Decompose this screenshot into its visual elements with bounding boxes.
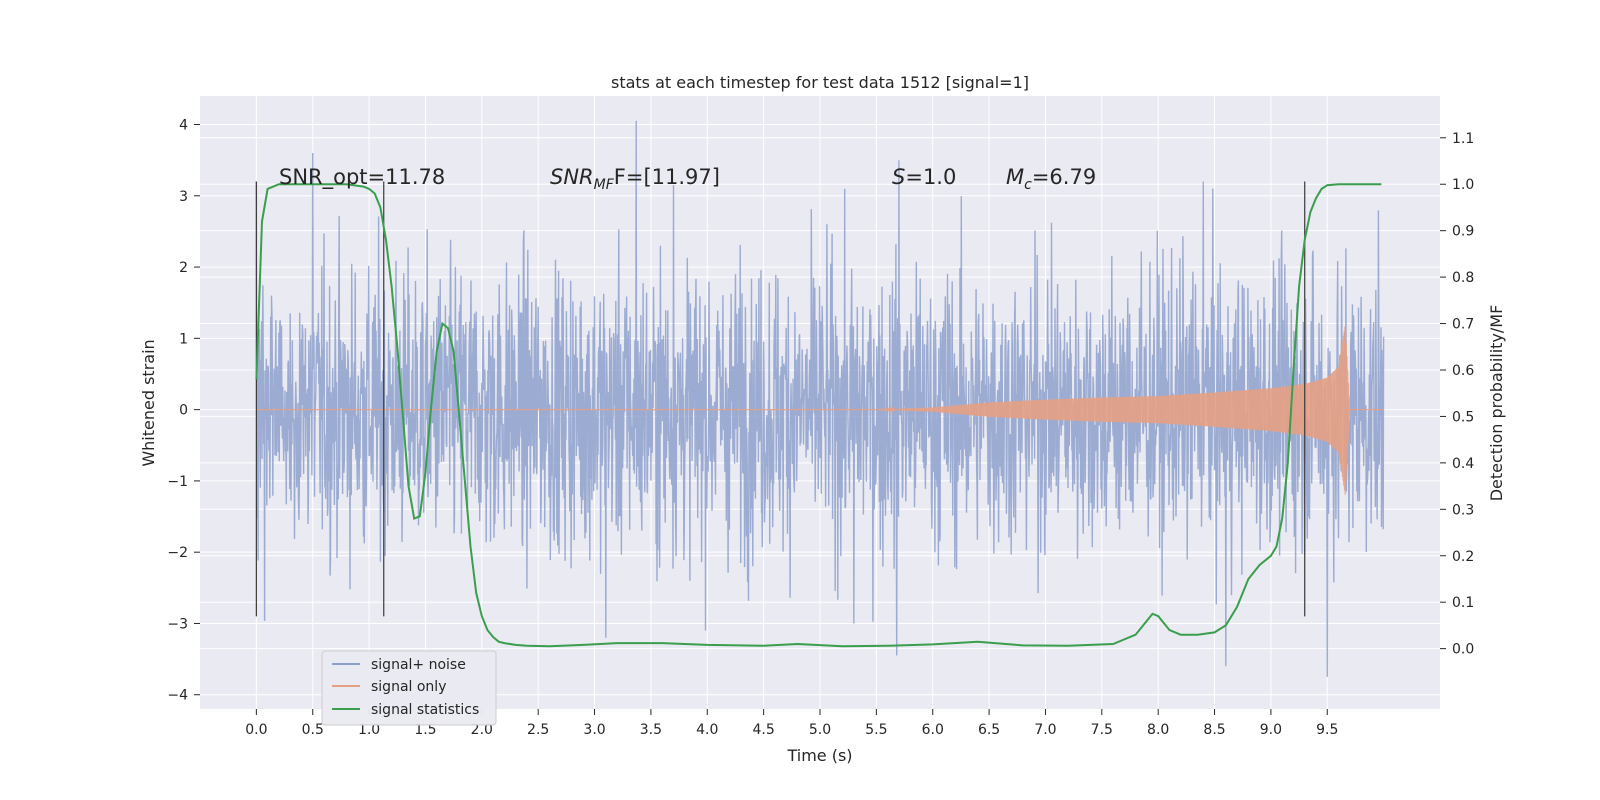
y-tick-label: 3: [179, 189, 188, 205]
legend-label-noise: signal+ noise: [371, 657, 466, 673]
y-tick-label: −1: [167, 474, 188, 490]
annotation-mc: Mc=6.79: [1006, 165, 1096, 193]
annotation-snr-opt: SNR_opt=11.78: [279, 165, 445, 190]
signal-statistics-series: [255, 183, 1382, 648]
y-tick-label: −3: [167, 616, 188, 632]
y2-tick-label: 0.7: [1452, 317, 1474, 333]
y2-tick-label: 0.1: [1452, 595, 1474, 611]
annotation-s: S=1.0: [892, 165, 956, 189]
y2-tick-label: 1.0: [1452, 177, 1474, 193]
mc-rest: =6.79: [1032, 165, 1096, 189]
y-tick-label: 1: [179, 331, 188, 347]
x-tick-label: 1.5: [414, 722, 436, 738]
y2-tick-label: 0.0: [1452, 642, 1474, 658]
legend-label-stats: signal statistics: [371, 702, 479, 718]
y-tick-label: 4: [179, 118, 188, 134]
chart-title: stats at each timestep for test data 151…: [611, 73, 1029, 92]
y2-axis-label: Detection probability/MF: [1487, 305, 1506, 502]
mc-main: M: [1006, 165, 1024, 189]
y2-tick-label: 0.8: [1452, 270, 1474, 286]
x-axis-label: Time (s): [786, 746, 852, 765]
x-tick-label: 6.5: [978, 722, 1000, 738]
x-tick-label: 0.5: [302, 722, 324, 738]
x-tick-label: 9.0: [1260, 722, 1282, 738]
y2-tick-label: 1.1: [1452, 131, 1474, 147]
vertical-markers: [255, 181, 1306, 617]
s-main: S: [892, 165, 905, 189]
snr-mf-rest: F=[11.97]: [614, 165, 720, 189]
signal-statistics-line: [255, 183, 1382, 648]
legend-label-signal: signal only: [371, 679, 446, 695]
y2-tick-label: 0.5: [1452, 409, 1474, 425]
y2-tick-label: 0.3: [1452, 502, 1474, 518]
mc-sub: c: [1024, 177, 1032, 193]
y-tick-label: −2: [167, 545, 188, 561]
y-tick-label: 0: [179, 403, 188, 419]
x-tick-label: 2.0: [471, 722, 493, 738]
x-tick-label: 4.5: [753, 722, 775, 738]
x-tick-label: 4.0: [696, 722, 718, 738]
signal-only-line: [256, 326, 1384, 495]
x-tick-label: 7.0: [1034, 722, 1056, 738]
x-tick-label: 9.5: [1316, 722, 1338, 738]
x-tick-label: 5.0: [809, 722, 831, 738]
x-tick-label: 8.5: [1203, 722, 1225, 738]
y-tick-label: −4: [167, 688, 188, 704]
y-axis-label: Whitened strain: [139, 339, 158, 466]
signal-noise-series: [255, 120, 1385, 677]
x-tick-label: 3.0: [583, 722, 605, 738]
tick-labels: 0.0 0.5 1.0 1.5 2.0 2.5 3.0 3.5 4.0 4.5 5.0 5.5 6.0 6…: [167, 118, 1474, 738]
s-rest: =1.0: [905, 165, 956, 189]
x-tick-label: 0.0: [245, 722, 267, 738]
y2-tick-label: 0.2: [1452, 549, 1474, 565]
legend-box: [321, 650, 497, 726]
signal-noise-line: [255, 120, 1385, 677]
x-tick-label: 2.5: [527, 722, 549, 738]
signal-only-series: [256, 326, 1384, 495]
annotation-snr-mf: SNRMFF=[11.97]: [550, 165, 720, 193]
y2-tick-label: 0.9: [1452, 224, 1474, 240]
y-tick-label: 2: [179, 260, 188, 276]
x-tick-label: 6.0: [922, 722, 944, 738]
x-tick-label: 3.5: [640, 722, 662, 738]
x-tick-label: 7.5: [1091, 722, 1113, 738]
legend: signal+ noise signal only signal statist…: [321, 650, 497, 726]
snr-mf-main: SNR: [550, 165, 594, 189]
x-tick-label: 5.5: [865, 722, 887, 738]
y2-tick-label: 0.6: [1452, 363, 1474, 379]
x-tick-label: 1.0: [358, 722, 380, 738]
snr-mf-sub: MF: [594, 177, 615, 193]
x-tick-label: 8.0: [1147, 722, 1169, 738]
y2-tick-label: 0.4: [1452, 456, 1474, 472]
